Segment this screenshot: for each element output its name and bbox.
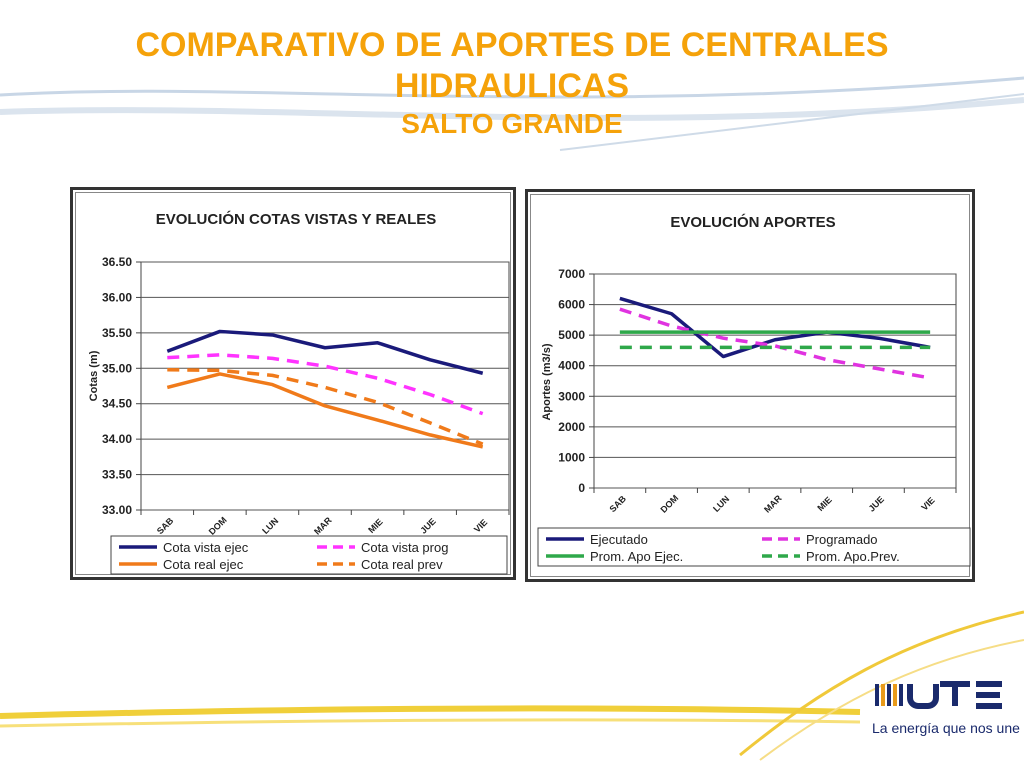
chart-cotas: EVOLUCIÓN COTAS VISTAS Y REALES 36.50 36.0… (88, 210, 510, 575)
y-tick-label: 0 (578, 481, 585, 495)
y-tick-label: 1000 (558, 450, 585, 464)
y-tick-label: 4000 (558, 359, 585, 373)
y-tick-label: 3000 (558, 389, 585, 403)
legend-label: Cota real ejec (163, 557, 244, 572)
slide-subtitle: SALTO GRANDE (401, 108, 623, 139)
x-tick-label: JUE (867, 494, 886, 513)
y-tick-label: 35.00 (102, 361, 132, 375)
ute-logo (875, 681, 1002, 709)
x-tick-label: VIE (919, 495, 936, 512)
legend-label: Programado (806, 532, 878, 547)
series-line (167, 367, 484, 446)
x-tick-label: MIE (366, 517, 384, 535)
x-tick-label: DOM (207, 515, 229, 537)
x-tick-label: JUE (418, 516, 437, 535)
y-tick-label: 6000 (558, 298, 585, 312)
series-line (167, 353, 484, 416)
x-tick-label: LUN (711, 494, 731, 514)
legend-box (110, 535, 508, 575)
y-tick-label: 36.00 (102, 290, 132, 304)
brand-tagline: La energía que nos une (872, 720, 1020, 736)
legend-label: Cota vista ejec (163, 540, 249, 555)
chart-cotas-frame: EVOLUCIÓN COTAS VISTAS Y REALES 36.50 36.0… (70, 187, 516, 580)
slide-title-line2: HIDRAULICAS (394, 67, 630, 105)
slide-title-line1: COMPARATIVO DE APORTES DE CENTRALES (135, 26, 889, 64)
series-line (619, 307, 931, 380)
y-axis-label: Aportes (m3/s) (541, 343, 553, 420)
chart-aportes-frame: EVOLUCIÓN APORTES 7000 6000 5000 4000 3000 200… (525, 189, 975, 582)
x-tick-label: MIE (815, 495, 833, 513)
y-tick-label: 34.50 (102, 397, 132, 411)
legend-box (537, 527, 971, 567)
y-tick-label: 7000 (558, 267, 585, 281)
y-tick-label: 35.50 (102, 326, 132, 340)
legend-label: Cota vista prog (361, 540, 448, 555)
y-tick-label: 36.50 (102, 255, 132, 269)
x-tick-label: SAB (155, 515, 176, 536)
series-line (166, 372, 484, 449)
x-tick-label: LUN (260, 516, 280, 536)
x-tick-label: MAR (762, 493, 784, 515)
legend-label: Ejecutado (590, 532, 648, 547)
x-tick-label: MAR (312, 515, 334, 537)
y-axis-label: Cotas (m) (88, 350, 100, 401)
legend-label: Cota real prev (361, 557, 443, 572)
y-tick-label: 5000 (558, 328, 585, 342)
x-tick-label: VIE (472, 517, 489, 534)
plot-area (140, 261, 510, 511)
x-tick-label: SAB (607, 493, 628, 514)
y-tick-label: 33.50 (102, 468, 132, 482)
chart-aportes: EVOLUCIÓN APORTES 7000 6000 5000 4000 3000 200… (537, 213, 971, 567)
chart-title: EVOLUCIÓN APORTES (670, 213, 835, 231)
legend-label: Prom. Apo Ejec. (590, 549, 683, 564)
y-tick-label: 34.00 (102, 432, 132, 446)
series-line (619, 296, 931, 359)
y-tick-label: 33.00 (102, 503, 132, 517)
chart-title: EVOLUCIÓN COTAS VISTAS Y REALES (156, 210, 437, 228)
legend-label: Prom. Apo.Prev. (806, 549, 900, 564)
series-line (166, 329, 484, 375)
x-tick-label: DOM (658, 493, 680, 515)
y-tick-label: 2000 (558, 420, 585, 434)
